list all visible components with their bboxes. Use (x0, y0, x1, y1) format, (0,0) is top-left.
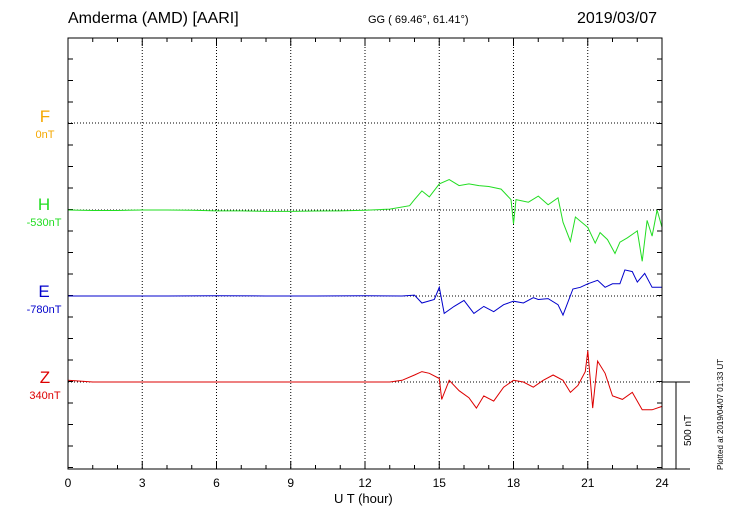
series-lines (67, 179, 663, 411)
component-label-f: F 0nT (28, 107, 62, 141)
station-coordinates: GG ( 69.46°, 61.41°) (368, 14, 469, 26)
component-name: F (39, 107, 51, 126)
component-label-e: E -780nT (20, 282, 68, 316)
grid (68, 38, 662, 469)
series-line-h (67, 179, 663, 262)
component-baseline: -530nT (26, 217, 62, 229)
component-name: H (37, 195, 51, 214)
component-name: Z (39, 368, 51, 387)
x-tick-label: 0 (65, 476, 72, 490)
x-tick-label: 21 (581, 476, 595, 490)
component-label-h: H -530nT (22, 195, 66, 229)
x-tick-label: 6 (213, 476, 220, 490)
series-line-z (67, 350, 663, 411)
x-tick-label: 9 (287, 476, 294, 490)
scale-bar-label: 500 nT (683, 414, 694, 446)
x-tick-label: 12 (358, 476, 372, 490)
x-tick-label: 24 (655, 476, 669, 490)
scale-bar (662, 381, 690, 470)
component-baseline: -780nT (26, 304, 62, 316)
x-tick-label: 3 (139, 476, 146, 490)
series-line-e (68, 269, 662, 317)
component-baseline: 340nT (29, 390, 61, 402)
component-name: E (38, 282, 50, 301)
chart-date: 2019/03/07 (577, 10, 658, 27)
x-axis-title: U T (hour) (334, 491, 393, 506)
station-title: Amderma (AMD) [AARI] (68, 10, 239, 27)
plotted-timestamp: Plotted at 2019/04/07 01:33 UT (716, 358, 725, 470)
x-tick-label: 18 (507, 476, 521, 490)
component-label-z: Z 340nT (25, 368, 65, 402)
x-ticks: 0 3 6 9 12 15 18 21 24 (65, 38, 669, 490)
component-baseline: 0nT (35, 129, 55, 141)
x-tick-label: 15 (433, 476, 447, 490)
